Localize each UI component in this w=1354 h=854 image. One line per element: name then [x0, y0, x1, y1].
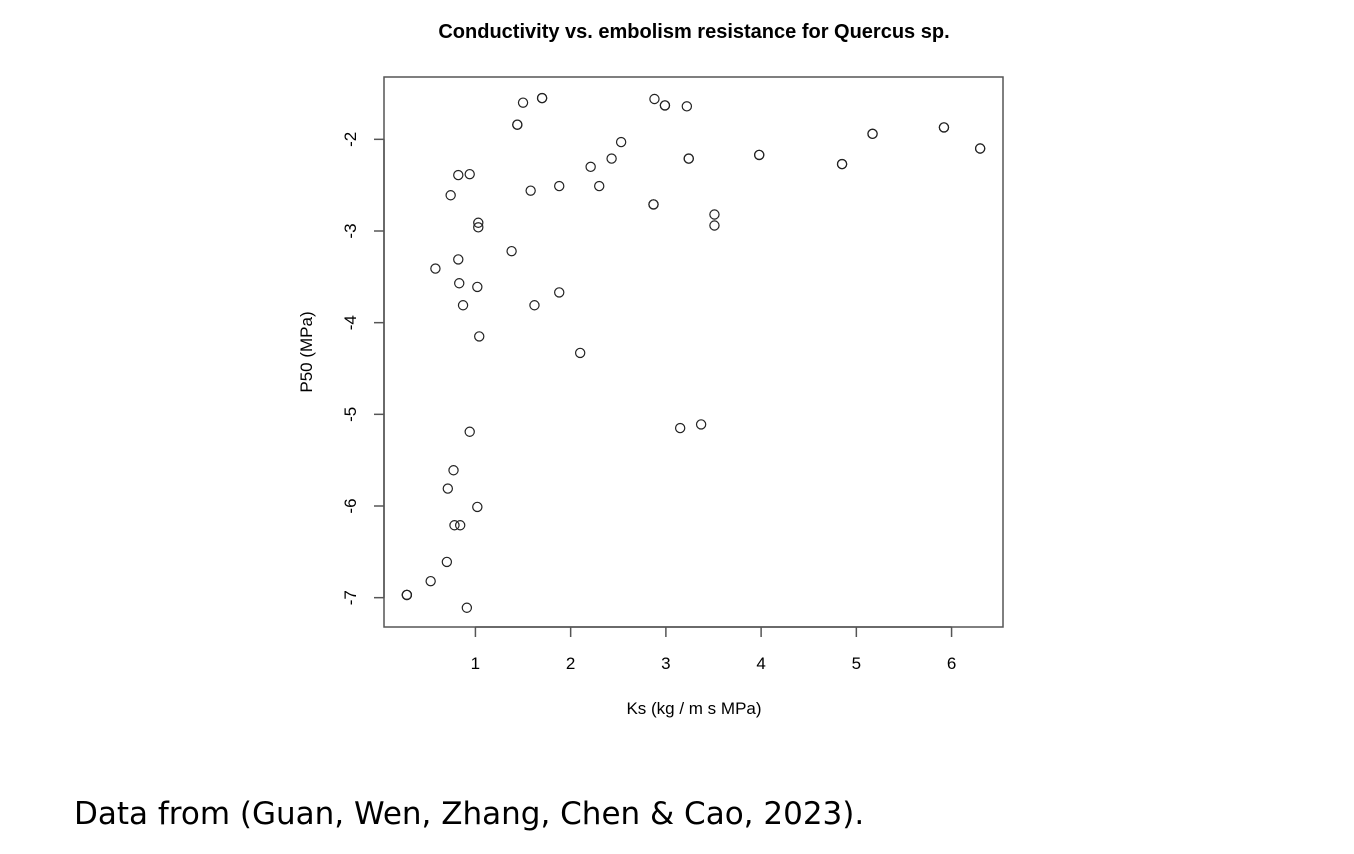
data-point [674, 422, 686, 434]
x-tick-label: 4 [756, 654, 765, 673]
data-point [442, 483, 454, 494]
x-tick-label: 5 [852, 654, 861, 673]
y-tick-label: -6 [341, 498, 360, 513]
data-point [461, 602, 473, 613]
data-point [441, 556, 453, 568]
data-point [473, 222, 484, 233]
data-point [449, 520, 460, 531]
data-point [445, 190, 456, 201]
data-point [529, 300, 540, 311]
data-point [594, 180, 605, 192]
data-point [615, 136, 627, 148]
data-point [709, 220, 720, 231]
data-point [695, 419, 707, 430]
data-point [425, 575, 436, 587]
data-point [649, 93, 660, 105]
data-point [606, 153, 617, 164]
data-point [473, 217, 484, 228]
data-point [938, 122, 950, 133]
data-point [836, 158, 848, 170]
data-point [401, 589, 413, 601]
data-points [401, 92, 986, 613]
data-point [472, 281, 483, 293]
x-axis: 1 2 3 4 5 6 [471, 626, 956, 673]
x-tick-label: 3 [661, 654, 670, 673]
data-point [454, 520, 466, 531]
data-point [454, 278, 465, 289]
chart-title: Conductivity vs. embolism resistance for… [438, 21, 949, 43]
data-point [554, 180, 565, 192]
data-point [512, 119, 523, 130]
data-point [867, 128, 878, 140]
data-point [574, 347, 586, 359]
data-point [659, 100, 671, 111]
data-point [709, 209, 720, 220]
y-axis-label: P50 (MPa) [297, 311, 316, 392]
data-point [525, 185, 536, 196]
y-tick-label: -2 [341, 132, 360, 147]
data-point [585, 161, 596, 173]
data-source-caption: Data from (Guan, Wen, Zhang, Chen & Cao,… [74, 796, 865, 832]
data-point [453, 169, 464, 181]
y-tick-label: -7 [341, 590, 360, 605]
data-point [464, 426, 475, 437]
data-point [448, 465, 459, 476]
data-point [506, 245, 517, 257]
data-point [648, 199, 659, 210]
data-point [554, 287, 565, 298]
x-tick-label: 1 [471, 654, 480, 673]
data-point [754, 149, 765, 161]
data-point [974, 143, 986, 154]
data-point [474, 331, 485, 342]
data-point [683, 153, 694, 164]
data-point [472, 501, 483, 513]
y-tick-label: -4 [341, 315, 360, 330]
data-point [517, 97, 529, 108]
x-axis-label: Ks (kg / m s MPa) [626, 699, 761, 718]
data-point [453, 254, 464, 265]
data-point [457, 300, 469, 311]
data-point [430, 263, 441, 274]
data-point [681, 101, 693, 112]
data-point [536, 92, 548, 104]
y-axis: -2 -3 -4 -5 -6 -7 [341, 132, 385, 605]
x-tick-label: 2 [566, 654, 575, 673]
data-point [464, 168, 475, 180]
y-tick-label: -5 [341, 407, 360, 422]
scatter-chart: Conductivity vs. embolism resistance for… [297, 21, 1004, 718]
x-tick-label: 6 [947, 654, 956, 673]
y-tick-label: -3 [341, 223, 360, 238]
